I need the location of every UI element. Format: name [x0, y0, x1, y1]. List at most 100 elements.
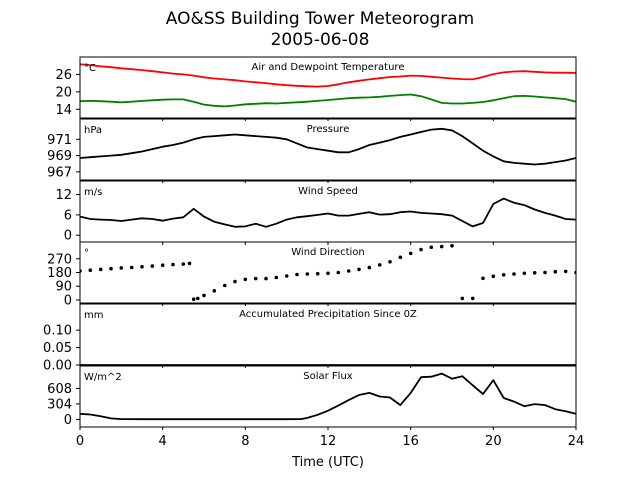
air-and-dewpoint-temperature-series-line-1: [80, 93, 576, 108]
air-and-dewpoint-temperature-ytick-label: 26: [55, 68, 72, 83]
wind-direction-point: [357, 267, 361, 272]
wind-direction-point: [191, 297, 196, 302]
wind-direction-point: [212, 289, 217, 293]
x-axis: 0 4 8 12 16 20 24: [76, 434, 584, 449]
wind-direction-unit-label: °: [84, 248, 89, 259]
accumulated-precipitation-since-0z-unit-label: mm: [84, 310, 103, 321]
wind-direction-point: [532, 271, 537, 275]
wind-speed-ytick-label: 12: [55, 188, 72, 203]
wind-direction-point: [512, 272, 516, 276]
air-and-dewpoint-temperature-series-line-0: [80, 63, 576, 88]
solar-flux-ytick-label: 304: [47, 397, 72, 412]
wind-speed-unit-label: m/s: [84, 187, 102, 198]
pressure-title: Pressure: [307, 124, 350, 135]
wind-direction-point: [160, 263, 165, 268]
solar-flux-ytick-label: 608: [47, 382, 72, 397]
wind-direction-point: [377, 263, 382, 267]
wind-direction-point: [346, 269, 351, 273]
wind-direction-point: [264, 276, 268, 281]
wind-direction-point: [187, 261, 192, 266]
wind-direction-point: [491, 274, 496, 279]
wind-direction-point: [553, 269, 558, 274]
wind-direction-point: [88, 268, 93, 273]
x-tick-label: 4: [159, 434, 167, 449]
wind-speed-title: Wind Speed: [298, 186, 358, 197]
wind-direction-point: [150, 264, 155, 268]
figure-date: 2005-06-08: [271, 30, 370, 50]
pressure-ytick-label: 971: [47, 133, 72, 148]
pressure-series-line-0: [80, 127, 576, 166]
pressure-series-group: [80, 127, 576, 166]
wind-direction-point: [439, 244, 444, 249]
wind-speed-ytick-label: 0: [64, 229, 72, 244]
wind-direction-point: [305, 272, 310, 276]
wind-direction-point: [388, 260, 392, 264]
wind-direction-point: [243, 277, 248, 282]
solar-flux-ytick-label: 0: [64, 413, 72, 428]
accumulated-precipitation-since-0z-panel: 0.00 0.05 0.10 mm Accumulated Precipitation …: [43, 303, 577, 374]
wind-direction-point: [109, 266, 113, 271]
wind-direction-point: [295, 272, 299, 277]
solar-flux-unit-label: W/m^2: [84, 372, 122, 383]
wind-direction-point: [398, 255, 403, 260]
wind-direction-ytick-label: 90: [55, 280, 72, 295]
x-tick-label: 20: [485, 434, 502, 449]
wind-direction-point: [408, 251, 413, 256]
wind-direction-point: [129, 265, 134, 270]
figure-title: AO&SS Building Tower Meteorogram: [166, 9, 474, 29]
wind-direction-point: [326, 271, 330, 276]
air-and-dewpoint-temperature-title: Air and Dewpoint Temperature: [252, 62, 405, 73]
wind-direction-point: [274, 275, 279, 280]
wind-direction-point: [119, 266, 124, 270]
wind-direction-point: [140, 264, 144, 269]
air-and-dewpoint-temperature-ytick-label: 20: [55, 85, 72, 100]
air-and-dewpoint-temperature-series-group: [80, 63, 576, 108]
wind-speed-series-line-0: [80, 197, 576, 228]
wind-speed-series-group: [80, 197, 576, 228]
pressure-unit-label: hPa: [84, 125, 102, 136]
air-and-dewpoint-temperature-unit-label: °C: [84, 63, 96, 74]
wind-direction-point: [315, 271, 320, 276]
x-axis-label: Time (UTC): [291, 455, 364, 470]
wind-direction-point: [522, 271, 527, 276]
solar-flux-series-group: [80, 372, 576, 421]
wind-direction-point: [563, 269, 568, 274]
accumulated-precipitation-since-0z-ytick-label: 0.00: [43, 359, 72, 374]
wind-direction-point: [460, 296, 465, 301]
air-and-dewpoint-temperature-ytick-label: 14: [55, 103, 72, 118]
wind-direction-point: [284, 274, 289, 278]
wind-direction-point: [419, 247, 423, 252]
wind-direction-ytick-label: 270: [47, 252, 72, 267]
wind-direction-point: [501, 273, 506, 277]
wind-direction-title: Wind Direction: [291, 247, 365, 258]
solar-flux-title: Solar Flux: [303, 371, 353, 382]
x-tick-label: 12: [320, 434, 337, 449]
pressure-ytick-label: 967: [47, 165, 72, 180]
wind-direction-ytick-label: 0: [64, 293, 72, 308]
wind-direction-point: [429, 245, 434, 250]
wind-direction-point: [98, 267, 103, 272]
pressure-ytick-label: 969: [47, 149, 72, 164]
wind-direction-series-group: [80, 244, 576, 302]
wind-direction-point: [253, 276, 258, 281]
wind-direction-point: [367, 265, 372, 270]
x-tick-label: 24: [568, 434, 585, 449]
wind-direction-point: [450, 244, 454, 248]
x-tick-label: 0: [76, 434, 84, 449]
x-tick-label: 8: [241, 434, 249, 449]
x-tick-label: 16: [402, 434, 419, 449]
solar-flux-series-line-0: [80, 372, 576, 421]
wind-direction-point: [222, 283, 227, 288]
wind-direction-point: [196, 296, 200, 301]
wind-direction-point: [181, 262, 186, 266]
accumulated-precipitation-since-0z-ytick-label: 0.10: [43, 324, 72, 339]
wind-direction-point: [171, 262, 175, 267]
wind-direction-ytick-label: 180: [47, 266, 72, 281]
wind-direction-point: [202, 293, 206, 298]
air-and-dewpoint-temperature-panel: 14 20 26 °C Air and Dewpoint Temperature: [55, 56, 577, 121]
